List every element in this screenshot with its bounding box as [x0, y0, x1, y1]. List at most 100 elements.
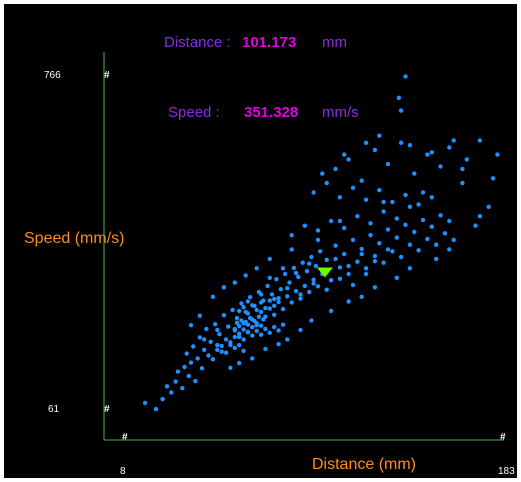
data-point: [377, 188, 382, 193]
cursor-marker[interactable]: [316, 267, 333, 278]
distance-readout-unit: mm: [322, 34, 347, 51]
data-point: [188, 323, 194, 328]
data-point: [237, 360, 242, 366]
data-point: [278, 287, 283, 292]
data-point: [381, 209, 386, 214]
data-point: [263, 346, 268, 352]
data-point: [202, 337, 207, 342]
data-point: [245, 330, 251, 335]
x-tick-label-max: 183: [498, 466, 515, 477]
data-point: [263, 305, 268, 311]
data-point: [309, 318, 314, 323]
data-point: [267, 298, 272, 303]
data-point: [232, 334, 237, 340]
data-point: [276, 299, 281, 305]
data-point: [412, 229, 417, 235]
data-point: [390, 249, 395, 254]
data-point: [394, 275, 399, 280]
data-point: [267, 330, 272, 335]
data-point: [298, 327, 303, 333]
data-point: [173, 379, 178, 384]
data-point: [300, 260, 305, 265]
data-point: [342, 225, 347, 231]
data-point: [221, 313, 227, 318]
data-point: [328, 218, 334, 224]
data-point: [372, 253, 378, 259]
data-point: [269, 292, 275, 297]
data-point: [477, 138, 483, 143]
data-point: [287, 280, 292, 285]
y-tick-label-max: 766: [44, 70, 61, 81]
data-point: [237, 331, 242, 336]
data-point: [346, 271, 351, 277]
data-point: [254, 321, 259, 326]
data-point: [280, 322, 286, 327]
data-point: [394, 235, 399, 240]
data-point: [324, 257, 329, 262]
data-point: [202, 347, 207, 352]
data-point: [324, 287, 329, 292]
data-point: [398, 140, 404, 145]
data-point: [285, 337, 290, 342]
scatter-plot: [103, 52, 504, 441]
data-point: [164, 384, 170, 389]
data-point: [250, 324, 255, 330]
distance-readout-label: Distance :: [164, 34, 231, 51]
data-point: [346, 157, 351, 162]
data-point: [180, 386, 185, 391]
data-point: [247, 295, 253, 300]
data-point: [416, 248, 421, 253]
data-point: [245, 311, 251, 316]
data-point: [425, 152, 430, 157]
x-tick-mark-max: #: [500, 432, 506, 443]
data-point: [333, 256, 338, 262]
data-point: [243, 273, 248, 278]
data-point: [412, 171, 417, 176]
data-point: [403, 74, 408, 79]
data-point: [217, 332, 222, 337]
data-point: [239, 301, 244, 306]
data-point: [304, 269, 310, 274]
data-point: [254, 266, 259, 271]
data-point: [385, 161, 391, 167]
data-point: [416, 202, 421, 207]
data-point: [247, 315, 253, 321]
data-point: [460, 166, 465, 172]
data-point: [226, 324, 231, 329]
data-point: [359, 294, 364, 299]
data-point: [313, 263, 318, 269]
data-point: [495, 152, 500, 157]
data-point: [186, 373, 191, 379]
data-point: [385, 247, 391, 252]
data-point: [276, 328, 281, 333]
data-point: [254, 307, 259, 313]
data-point: [245, 322, 251, 327]
data-point: [204, 326, 209, 332]
data-point: [420, 190, 426, 195]
data-point: [234, 320, 240, 325]
data-point: [210, 294, 216, 299]
data-point: [293, 288, 299, 294]
data-point: [188, 360, 194, 365]
data-point: [175, 369, 181, 374]
data-point: [215, 342, 220, 348]
data-point: [230, 307, 235, 313]
data-point: [219, 343, 224, 349]
data-point: [258, 309, 264, 315]
data-point: [473, 223, 478, 228]
data-point: [363, 266, 369, 271]
data-point: [153, 406, 159, 412]
data-point: [359, 178, 364, 183]
data-point: [451, 138, 456, 143]
data-point: [237, 334, 242, 340]
data-point: [337, 218, 343, 224]
data-point: [307, 261, 312, 266]
data-point: [434, 256, 439, 262]
data-point: [363, 140, 369, 145]
data-point: [285, 294, 290, 299]
y-tick-mark-max: #: [104, 70, 110, 81]
data-point: [464, 157, 469, 162]
y-axis-title: Speed (mm/s): [24, 230, 125, 247]
data-point: [346, 299, 351, 304]
data-point: [274, 277, 279, 282]
